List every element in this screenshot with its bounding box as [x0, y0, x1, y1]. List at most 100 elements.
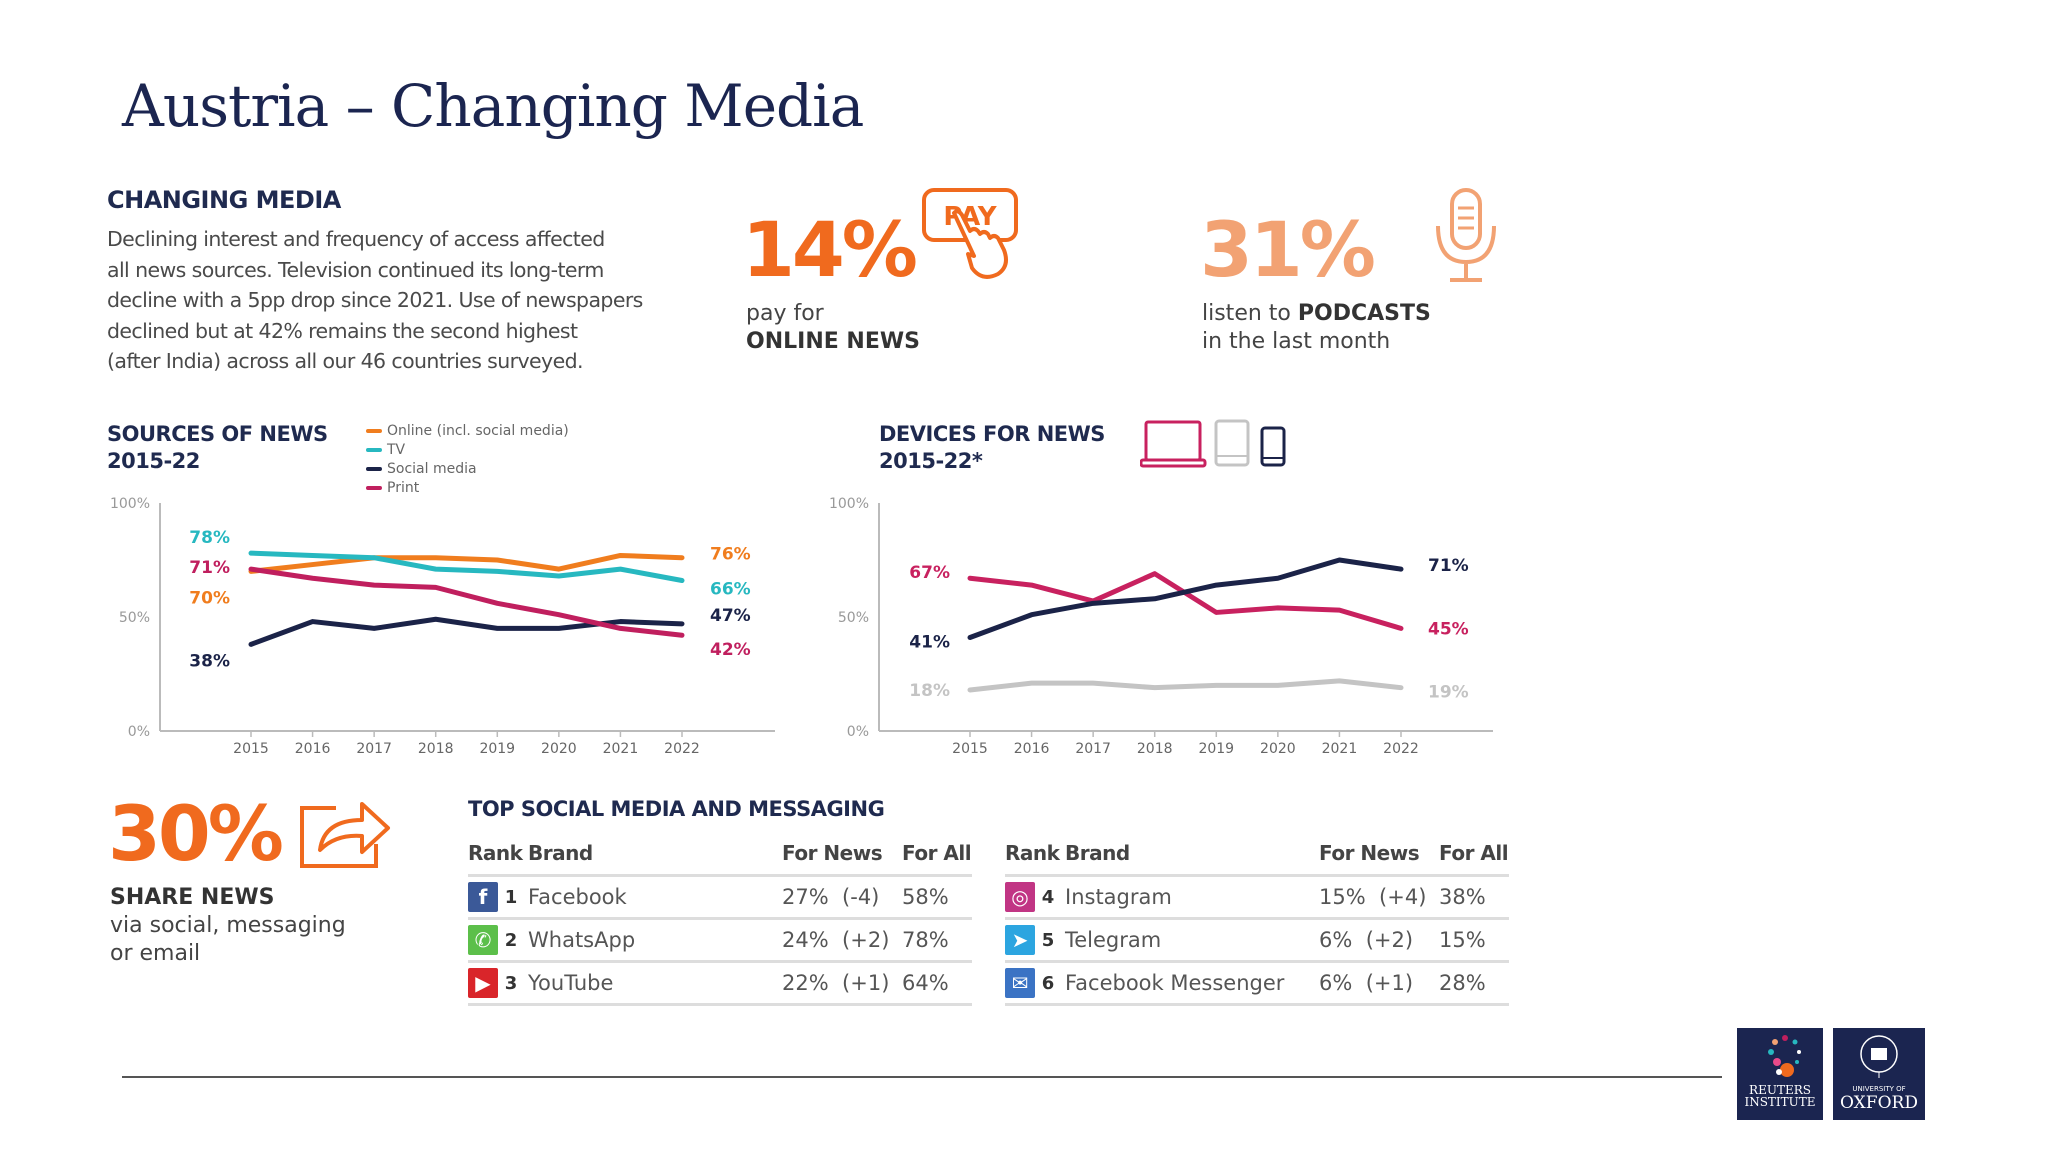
table-header: Rank Brand For News For All — [1005, 833, 1509, 877]
table-header: Rank Brand For News For All — [468, 833, 972, 877]
for-news-cell: 27% (-4) — [782, 875, 902, 920]
legend-tv: TV — [366, 441, 569, 460]
end-label: 66% — [710, 580, 751, 600]
for-all: 78% — [902, 918, 972, 963]
for-all: 64% — [902, 961, 972, 1006]
x-tick-label: 2020 — [541, 741, 577, 757]
rank-cell: f 1 — [468, 875, 528, 920]
intro-line: Declining interest and frequency of acce… — [107, 227, 605, 251]
col-for-all: For All — [1439, 833, 1509, 877]
start-label: 71% — [189, 558, 230, 578]
oxford-crest-icon — [1860, 1035, 1898, 1078]
y-tick-label: 50% — [838, 610, 869, 626]
brand: Telegram — [1065, 918, 1319, 963]
legend-swatch — [366, 467, 382, 471]
y-tick-label: 0% — [847, 724, 869, 740]
for-news-cell: 15% (+4) — [1319, 875, 1439, 920]
pay-icon-text: PAY — [943, 202, 997, 232]
footer-divider — [122, 1076, 1722, 1078]
table-row: ◎ 4 Instagram 15% (+4) 38% — [1005, 875, 1509, 920]
pay-stat-label: pay for ONLINE NEWS — [746, 300, 920, 356]
oxford-logo: UNIVERSITY OF OXFORD — [1833, 1028, 1925, 1120]
page-title: Austria – Changing Media — [122, 72, 864, 140]
col-brand: Brand — [1065, 833, 1319, 877]
social-heading: TOP SOCIAL MEDIA AND MESSAGING — [468, 797, 885, 821]
end-label: 42% — [710, 640, 751, 660]
end-label: 47% — [710, 606, 751, 626]
rank: 1 — [504, 886, 518, 908]
share-line3: or email — [110, 941, 201, 966]
x-tick-label: 2022 — [1383, 741, 1419, 757]
col-brand: Brand — [528, 833, 782, 877]
col-for-news: For News — [1319, 833, 1439, 877]
rank: 6 — [1041, 972, 1055, 994]
pay-line1: pay for — [746, 301, 824, 326]
end-label: 19% — [1428, 683, 1469, 703]
legend-swatch — [366, 448, 382, 452]
change: (-4) — [842, 884, 880, 909]
logo-text: INSTITUTE — [1744, 1095, 1816, 1109]
table-row: ✆ 2 WhatsApp 24% (+2) 78% — [468, 918, 972, 963]
legend-label: TV — [387, 442, 406, 458]
x-tick-label: 2015 — [233, 741, 269, 757]
y-tick-label: 100% — [110, 496, 150, 512]
social-table-left: Rank Brand For News For All f 1 Facebook 27… — [468, 833, 972, 1006]
telegram-icon: ➤ — [1005, 924, 1035, 955]
intro-text: Declining interest and frequency of acce… — [107, 224, 643, 377]
x-tick-label: 2016 — [295, 741, 331, 757]
series-line-0 — [967, 571, 1404, 631]
podcast-stat-label: listen to PODCASTS in the last month — [1202, 300, 1431, 356]
for-news: 15% — [1319, 884, 1366, 909]
start-label: 78% — [189, 528, 230, 548]
share-stat-value: 30% — [108, 789, 284, 878]
pay-button-hand-icon: PAY — [922, 188, 1018, 279]
rank-cell: ✆ 2 — [468, 918, 528, 963]
col-for-news: For News — [782, 833, 902, 877]
share-stat-label: SHARE NEWS via social, messaging or emai… — [110, 884, 346, 968]
logo-text: OXFORD — [1840, 1093, 1918, 1113]
start-label: 18% — [909, 681, 950, 701]
for-news: 22% — [782, 970, 829, 995]
laptop-icon — [1140, 420, 1207, 468]
instagram-icon: ◎ — [1005, 881, 1035, 912]
change: (+4) — [1379, 884, 1427, 909]
x-tick-label: 2018 — [1137, 741, 1173, 757]
rank-cell: ✉ 6 — [1005, 961, 1065, 1006]
reuters-dots-icon — [1768, 1035, 1801, 1077]
logo-text: REUTERS — [1749, 1083, 1811, 1097]
x-tick-label: 2021 — [603, 741, 639, 757]
for-all: 38% — [1439, 875, 1509, 920]
start-label: 41% — [909, 633, 950, 653]
intro-line: all news sources. Television continued i… — [107, 257, 604, 282]
series-line-0 — [248, 552, 685, 574]
y-tick-label: 0% — [128, 724, 150, 740]
facebook-icon: f — [468, 881, 498, 912]
smartphone-icon — [1260, 426, 1286, 467]
devices-chart-title: DEVICES FOR NEWS 2015-22* — [879, 421, 1105, 475]
devices-subtitle: 2015-22* — [879, 449, 983, 473]
series-line-3 — [248, 566, 685, 638]
series-line-1 — [248, 550, 685, 584]
col-rank: Rank — [1005, 833, 1065, 877]
for-news: 6% — [1319, 927, 1353, 952]
change: (+1) — [1365, 970, 1414, 995]
pay-stat-value: 14% — [742, 205, 918, 294]
start-label: 70% — [189, 588, 230, 608]
brand: Facebook — [528, 875, 782, 920]
podcast-stat-value: 31% — [1200, 205, 1376, 294]
legend-label: Online (incl. social media) — [387, 423, 569, 439]
device-icons — [1140, 419, 1286, 468]
rank: 2 — [504, 929, 518, 951]
devices-title: DEVICES FOR NEWS — [879, 422, 1105, 446]
brand: Instagram — [1065, 875, 1319, 920]
for-news: 27% — [782, 884, 829, 909]
podcast-line2: in the last month — [1202, 329, 1391, 354]
for-all: 15% — [1439, 918, 1509, 963]
x-tick-label: 2019 — [1198, 741, 1234, 757]
brand: Facebook Messenger — [1065, 961, 1319, 1006]
social-table-right: Rank Brand For News For All ◎ 4 Instagram 1… — [1005, 833, 1509, 1006]
podcast-line1: listen to — [1202, 301, 1298, 326]
for-news: 6% — [1319, 970, 1353, 995]
change: (+2) — [1365, 927, 1414, 952]
sources-chart-title: SOURCES OF NEWS 2015-22 — [107, 421, 328, 475]
